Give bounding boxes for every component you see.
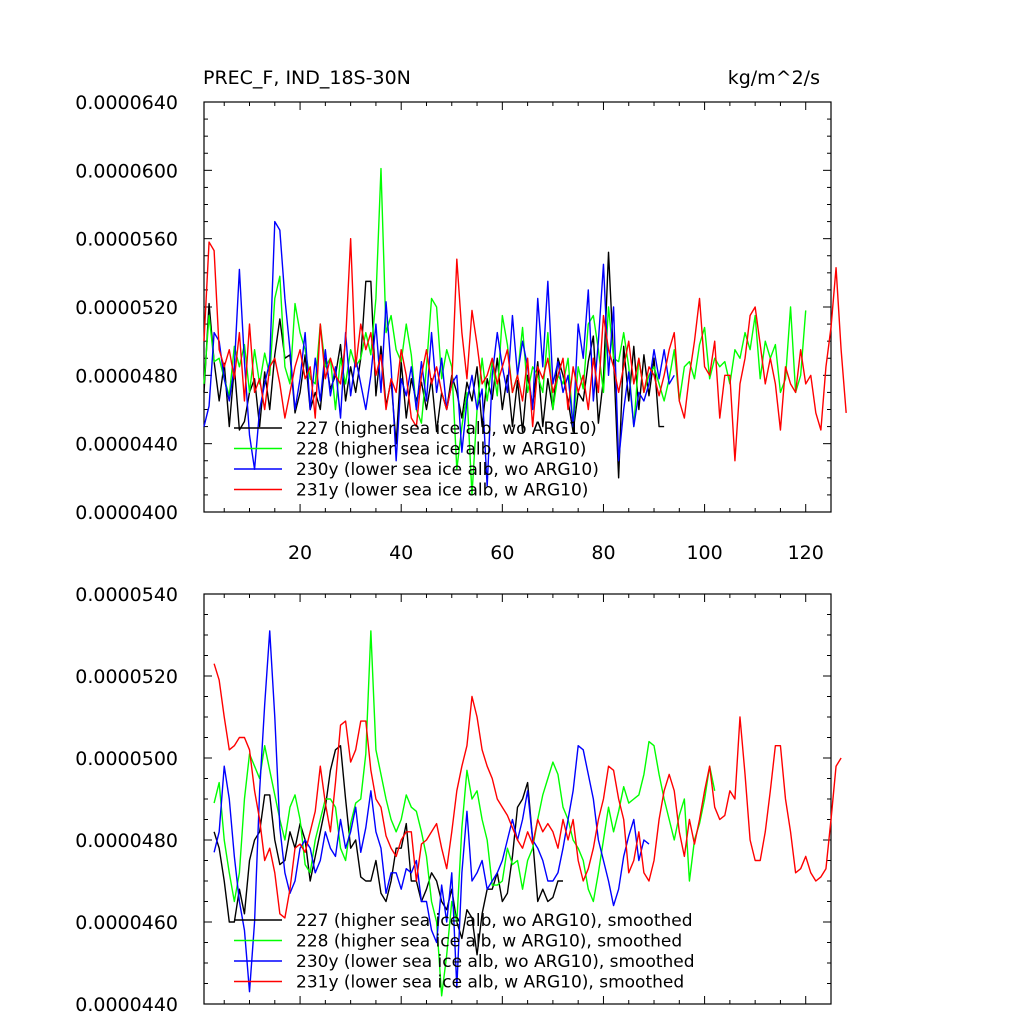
y-tick-label: 0.0000480 (75, 830, 178, 852)
y-tick-label: 0.0000640 (75, 92, 178, 114)
y-tick-label: 0.0000600 (75, 160, 178, 182)
y-tick-label: 0.0000440 (75, 434, 178, 456)
legend-label: 227 (higher sea ice alb, wo ARG10), smoo… (296, 911, 693, 931)
legend-label: 231y (lower sea ice alb, w ARG10) (296, 481, 588, 501)
top-legend: 227 (higher sea ice alb, wo ARG10)228 (h… (234, 419, 599, 501)
y-tick-label: 0.0000500 (75, 748, 178, 770)
series-line (213, 745, 564, 956)
series-line (213, 630, 650, 993)
x-tick-label: 100 (686, 542, 722, 564)
x-tick-label: 40 (389, 542, 413, 564)
bottom-legend: 227 (higher sea ice alb, wo ARG10), smoo… (234, 911, 695, 993)
y-tick-label: 0.0000520 (75, 297, 178, 319)
top-chart-panel: PREC_F, IND_18S-30N kg/m^2/s 0.00004000.… (75, 67, 847, 564)
legend-label: 230y (lower sea ice alb, wo ARG10), smoo… (296, 952, 695, 972)
top-y-tick-labels: 0.0000400 0.0000440 0.0000480 0.0000520 0.00… (75, 92, 178, 524)
series-line (203, 237, 847, 462)
legend-label: 227 (higher sea ice alb, wo ARG10) (296, 419, 597, 439)
bottom-chart-panel: 0.0000440 0.0000460 0.0000480 0.0000500 0.00… (75, 584, 842, 1016)
y-tick-label: 0.0000400 (75, 502, 178, 524)
legend-label: 230y (lower sea ice alb, wo ARG10) (296, 460, 599, 480)
bottom-y-tick-labels: 0.0000440 0.0000460 0.0000480 0.0000500 0.00… (75, 584, 178, 1016)
series-line (203, 251, 665, 479)
legend-label: 231y (lower sea ice alb, w ARG10), smoot… (296, 973, 684, 993)
y-tick-label: 0.0000560 (75, 229, 178, 251)
top-series-lines (203, 167, 847, 496)
series-line (213, 630, 716, 997)
legend-label: 228 (higher sea ice alb, w ARG10), smoot… (296, 932, 682, 952)
series-line (213, 663, 842, 919)
series-line (203, 167, 807, 496)
y-tick-label: 0.0000480 (75, 365, 178, 387)
top-axis-ticks (204, 101, 831, 513)
y-tick-label: 0.0000520 (75, 666, 178, 688)
x-tick-label: 120 (788, 542, 824, 564)
legend-label: 228 (higher sea ice alb, w ARG10) (296, 440, 586, 460)
y-tick-label: 0.0000440 (75, 994, 178, 1016)
bottom-series-lines (213, 630, 842, 997)
y-tick-label: 0.0000540 (75, 584, 178, 606)
x-tick-label: 60 (490, 542, 514, 564)
top-x-tick-labels: 20 40 60 80 100 120 (288, 542, 824, 564)
x-tick-label: 20 (288, 542, 312, 564)
top-chart-units: kg/m^2/s (728, 67, 820, 89)
bottom-axis-ticks (204, 593, 831, 1005)
top-chart-title: PREC_F, IND_18S-30N (203, 67, 411, 89)
y-tick-label: 0.0000460 (75, 912, 178, 934)
x-tick-label: 80 (591, 542, 615, 564)
